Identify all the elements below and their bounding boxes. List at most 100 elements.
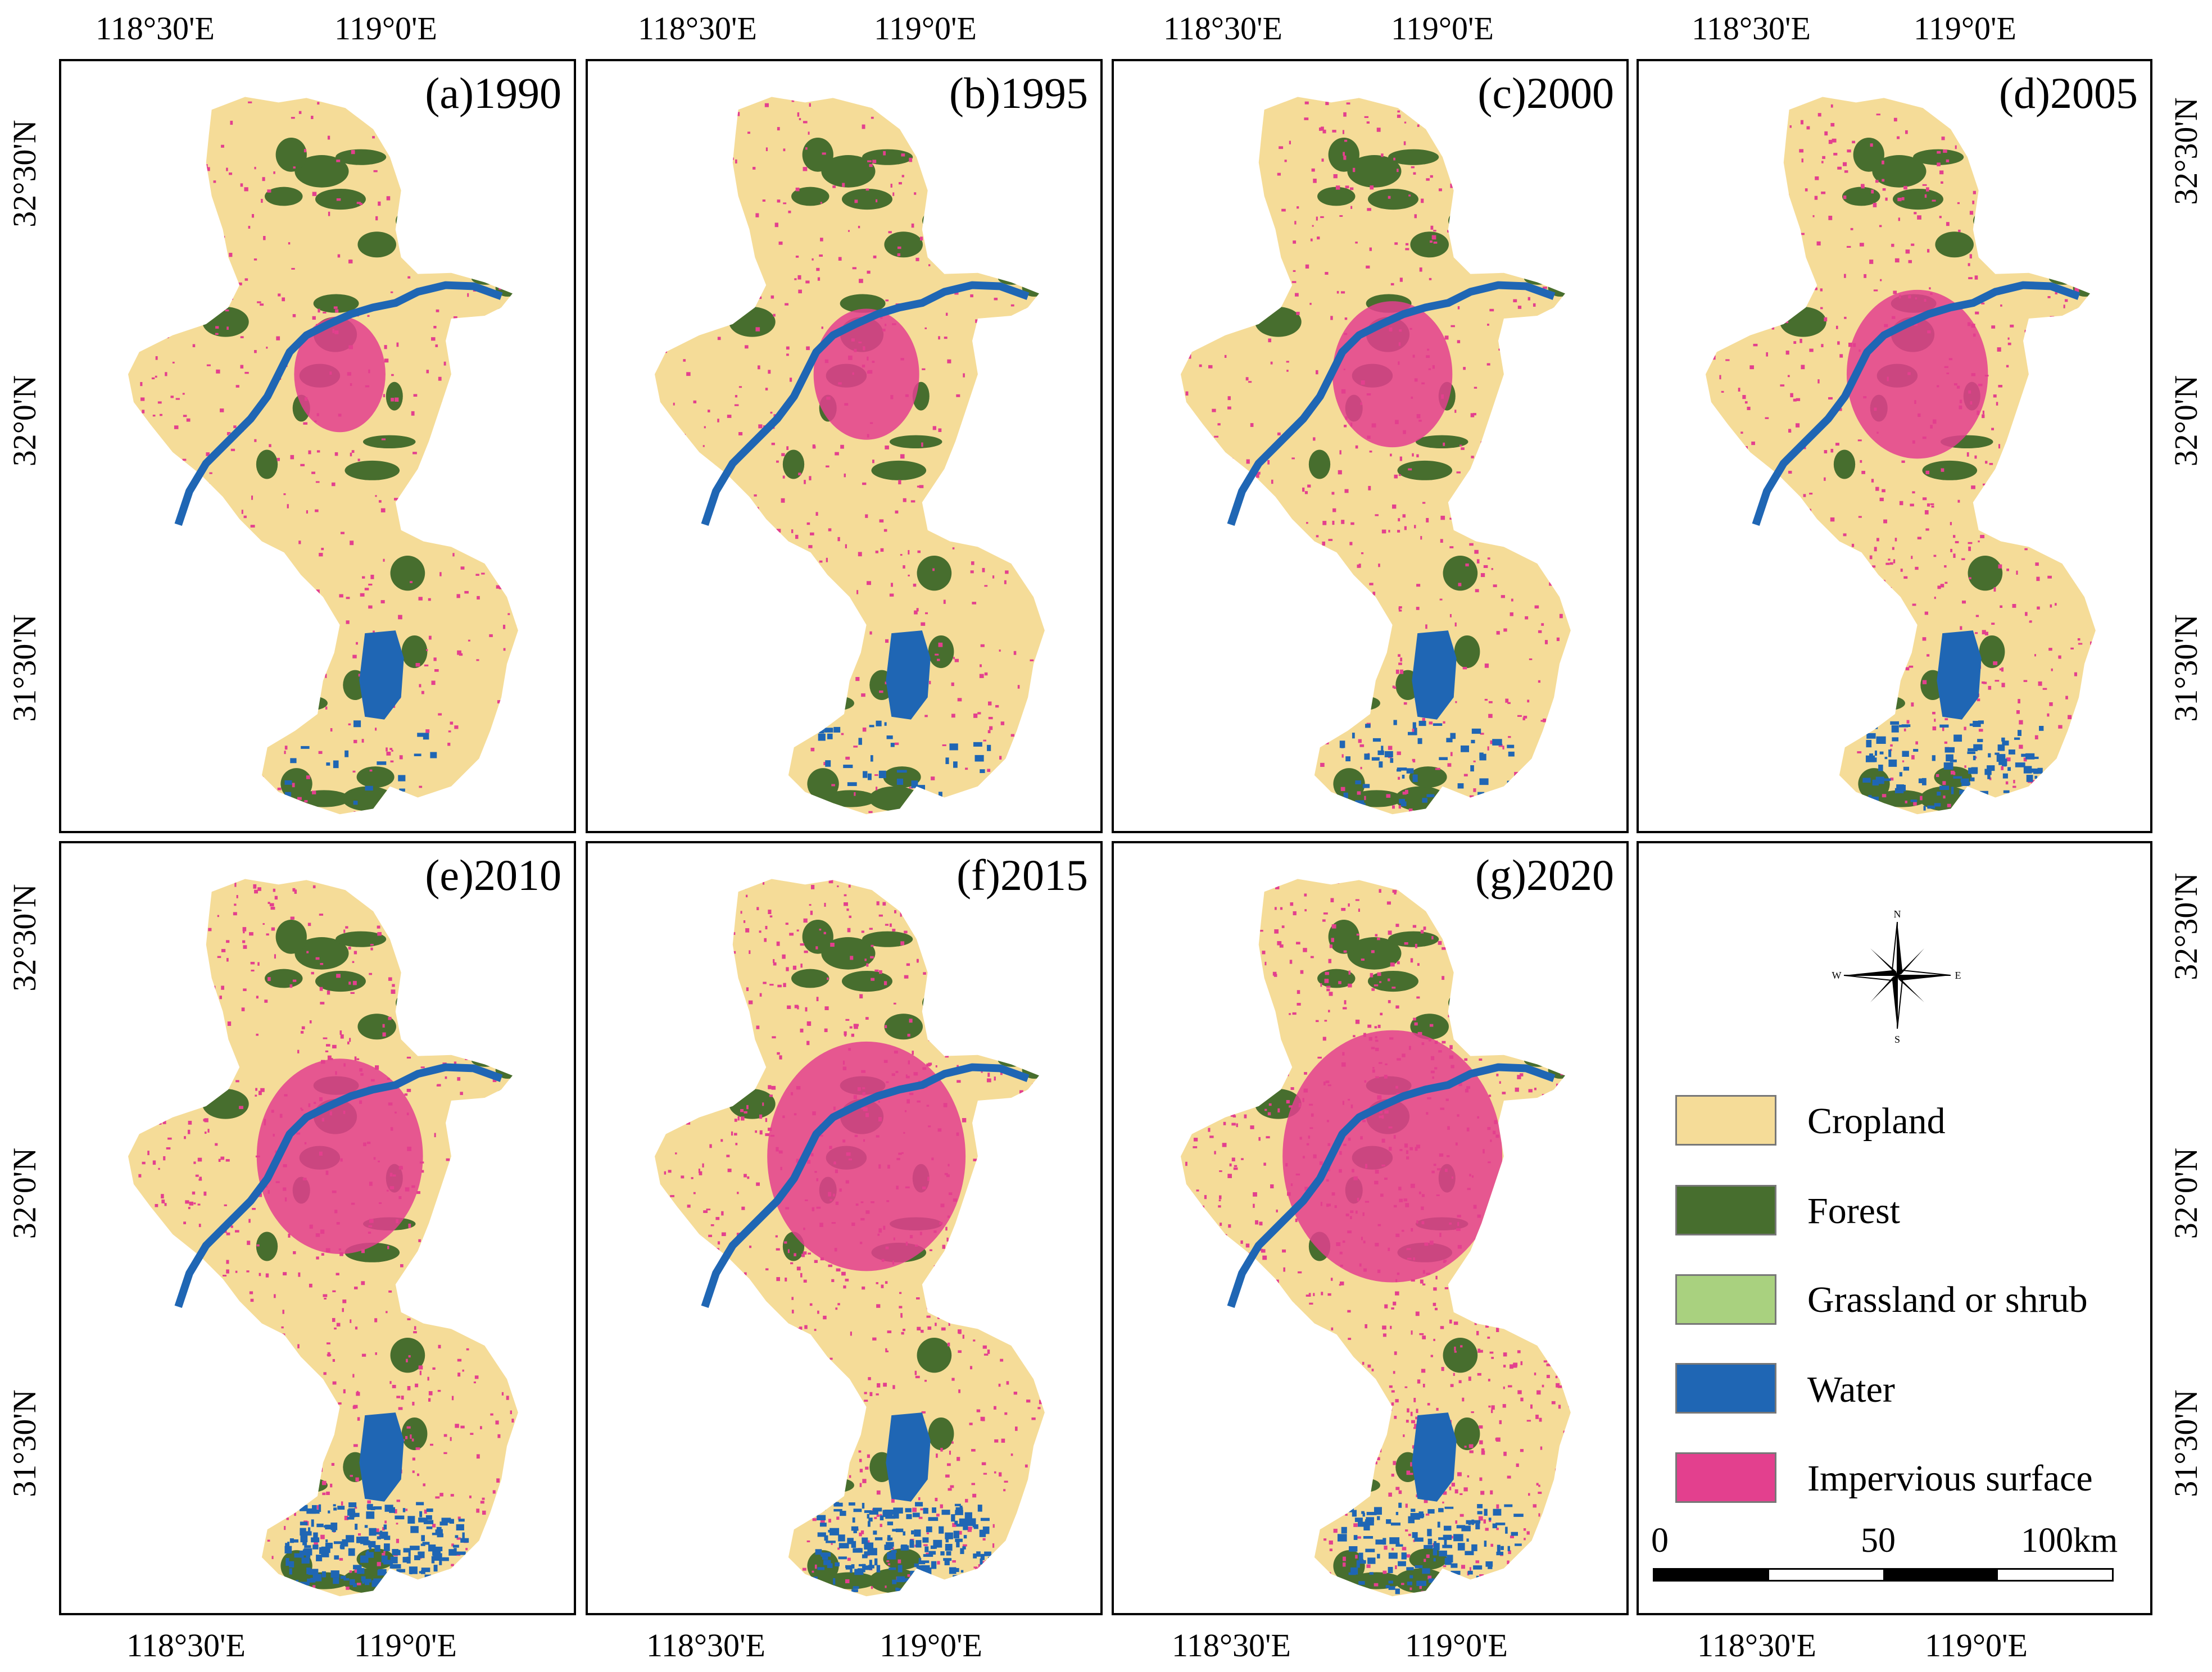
impervious-speck <box>1194 700 1198 704</box>
impervious-speck <box>348 260 353 263</box>
impervious-speck <box>2051 376 2054 380</box>
impervious-speck <box>429 1298 434 1300</box>
impervious-speck <box>509 1088 511 1090</box>
impervious-speck <box>881 1284 884 1288</box>
impervious-speck <box>1004 1124 1009 1128</box>
impervious-speck <box>2074 372 2077 376</box>
impervious-speck <box>715 1547 720 1550</box>
impervious-speck <box>294 1512 296 1516</box>
impervious-speck <box>197 1157 202 1162</box>
impervious-speck <box>778 1361 782 1365</box>
impervious-speck <box>781 498 785 503</box>
impervious-speck <box>2028 475 2030 479</box>
impervious-speck <box>900 912 902 917</box>
impervious-speck <box>1277 172 1281 176</box>
impervious-speck <box>138 567 142 571</box>
water-cell <box>2010 803 2013 808</box>
impervious-speck <box>745 563 747 568</box>
impervious-speck <box>2066 429 2071 434</box>
impervious-speck <box>1871 565 1876 568</box>
water-cell <box>847 782 857 787</box>
impervious-speck <box>288 1233 291 1238</box>
impervious-speck <box>1882 580 1885 583</box>
impervious-speck <box>835 1307 838 1310</box>
impervious-speck <box>314 708 318 712</box>
impervious-speck <box>989 1140 992 1144</box>
impervious-speck <box>765 925 768 930</box>
impervious-speck <box>697 1261 701 1264</box>
impervious-speck <box>1208 228 1212 230</box>
impervious-speck <box>1044 1319 1045 1323</box>
impervious-speck <box>710 634 713 639</box>
impervious-speck <box>516 443 518 448</box>
impervious-speck <box>1508 489 1512 492</box>
impervious-speck <box>1912 603 1916 606</box>
impervious-speck <box>952 1523 957 1527</box>
impervious-speck <box>509 1096 511 1099</box>
forest-patch <box>998 271 1026 285</box>
impervious-speck <box>708 1234 713 1237</box>
impervious-speck <box>658 116 662 120</box>
impervious-speck <box>786 446 789 450</box>
impervious-speck <box>1848 342 1853 347</box>
water-cell <box>1390 758 1394 763</box>
impervious-speck <box>1191 281 1194 284</box>
impervious-speck <box>763 1466 768 1470</box>
impervious-speck <box>872 160 877 163</box>
impervious-speck <box>475 574 479 576</box>
impervious-speck <box>1378 564 1380 567</box>
impervious-speck <box>753 620 756 623</box>
water-cell <box>945 757 949 764</box>
impervious-speck <box>451 1396 454 1401</box>
impervious-speck <box>1279 707 1284 711</box>
impervious-speck <box>699 1171 702 1175</box>
impervious-speck <box>673 1239 676 1243</box>
impervious-speck <box>1787 620 1790 624</box>
forest-patch <box>1286 567 1309 601</box>
impervious-speck <box>2091 131 2095 135</box>
impervious-speck <box>696 131 700 136</box>
impervious-speck <box>677 1057 681 1061</box>
impervious-speck <box>187 283 191 285</box>
impervious-speck <box>2062 808 2065 812</box>
impervious-speck <box>269 1348 272 1352</box>
impervious-speck <box>912 1507 917 1512</box>
impervious-speck <box>674 276 678 280</box>
impervious-speck <box>795 594 798 598</box>
impervious-speck <box>919 485 924 488</box>
impervious-speck <box>416 257 420 261</box>
impervious-speck <box>1562 183 1567 187</box>
forest-patch <box>293 1478 328 1493</box>
impervious-speck <box>694 744 697 749</box>
impervious-speck <box>357 1417 360 1421</box>
impervious-speck <box>1026 1400 1031 1403</box>
impervious-speck <box>1882 677 1887 681</box>
impervious-speck <box>901 175 904 178</box>
impervious-speck <box>921 442 923 447</box>
impervious-speck <box>1459 514 1464 518</box>
impervious-speck <box>2065 126 2069 130</box>
impervious-speck <box>1044 312 1045 315</box>
water-cell <box>422 1542 430 1545</box>
impervious-speck <box>1392 504 1397 509</box>
impervious-speck <box>891 1498 895 1503</box>
impervious-speck <box>1320 216 1324 219</box>
impervious-speck <box>1875 681 1879 685</box>
impervious-speck <box>1339 450 1341 455</box>
water-cell <box>1418 720 1426 726</box>
impervious-speck <box>910 500 915 503</box>
impervious-speck <box>800 943 805 946</box>
impervious-speck <box>146 1277 149 1280</box>
impervious-speck <box>346 1587 350 1590</box>
impervious-speck <box>1443 721 1445 724</box>
impervious-speck <box>1398 607 1400 610</box>
impervious-speck <box>178 1352 181 1355</box>
impervious-speck <box>1043 423 1045 426</box>
impervious-speck <box>989 1595 991 1597</box>
impervious-speck <box>453 1257 457 1261</box>
impervious-speck <box>164 1522 168 1526</box>
impervious-speck <box>350 1475 353 1477</box>
impervious-speck <box>1917 215 1921 220</box>
forest-patch <box>659 956 682 987</box>
impervious-speck <box>758 1411 761 1415</box>
